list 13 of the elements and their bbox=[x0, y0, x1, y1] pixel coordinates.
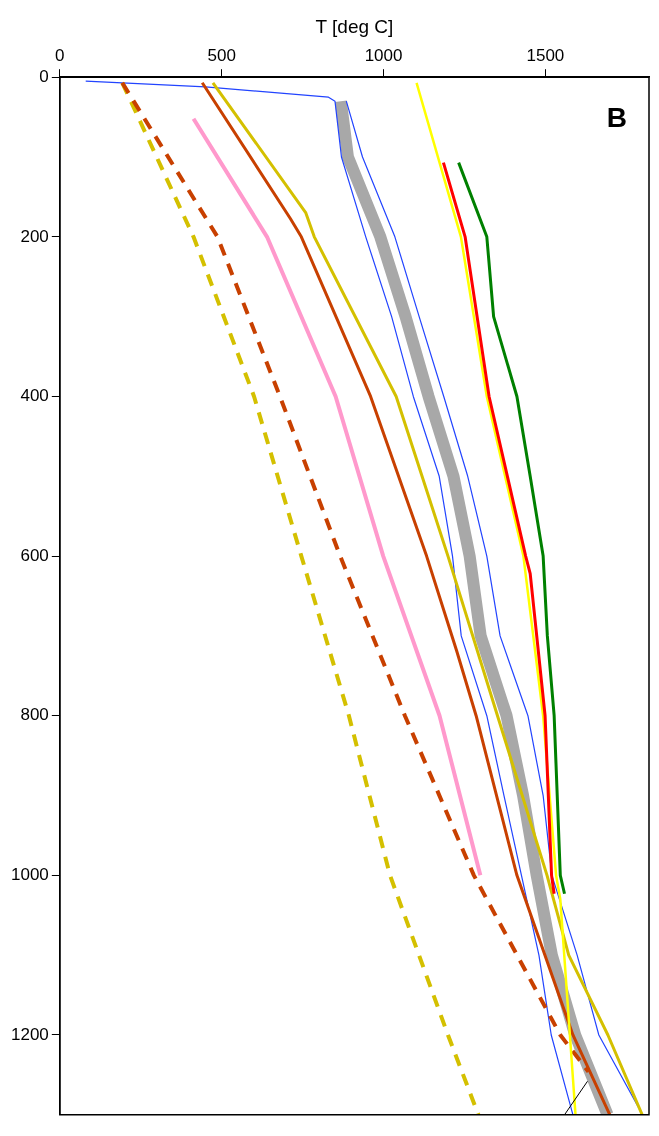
x-tick-label: 1000 bbox=[364, 45, 403, 65]
y-tick-label: 400 bbox=[20, 386, 49, 406]
y-tick-label: 600 bbox=[20, 545, 49, 565]
y-tick-label: 800 bbox=[20, 705, 49, 725]
x-tick-label: 500 bbox=[207, 45, 236, 65]
annotation: B bbox=[606, 101, 627, 133]
y-tick-label: 200 bbox=[20, 226, 49, 246]
y-tick-label: 1000 bbox=[10, 865, 49, 885]
y-tick-label: 1200 bbox=[10, 1024, 49, 1044]
x-tick-label: 0 bbox=[55, 45, 65, 65]
x-tick-label: 1500 bbox=[526, 45, 565, 65]
y-tick-label: 0 bbox=[39, 66, 49, 86]
x-axis-title: T [deg C] bbox=[315, 15, 394, 37]
